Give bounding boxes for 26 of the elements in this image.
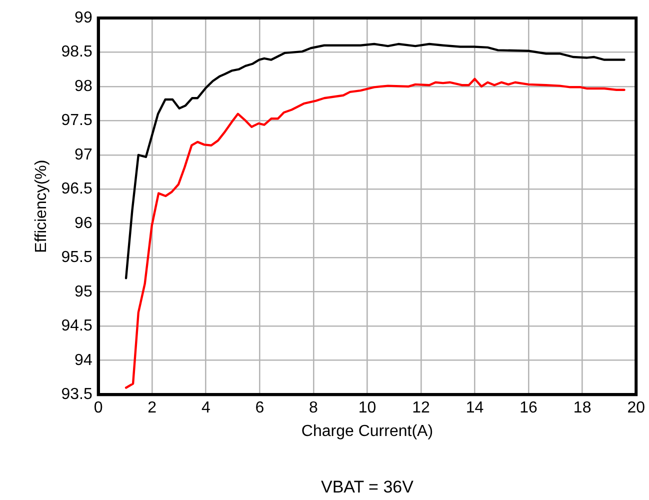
y-tick-label: 96.5	[61, 180, 92, 198]
y-tick-label: 95	[74, 283, 92, 300]
x-tick-label: 14	[466, 400, 484, 417]
y-tick-label: 95.5	[61, 249, 92, 266]
x-tick-label: 10	[358, 400, 376, 417]
x-tick-label: 18	[573, 400, 592, 417]
x-tick-label: 16	[520, 400, 538, 417]
y-tick-label: 97	[74, 146, 92, 164]
y-tick-label: 96	[74, 214, 92, 232]
x-tick-label: 6	[255, 400, 264, 417]
x-tick-label: 20	[627, 400, 646, 417]
text: VBAT = 36V	[320, 478, 414, 497]
y-tick-label: 94	[74, 352, 92, 369]
x-axis-title: Charge Current(A)	[301, 422, 434, 440]
y-tick-label: 99	[74, 9, 92, 26]
x-tick-label: 4	[201, 400, 210, 417]
y-tick-label: 97.5	[61, 112, 92, 130]
y-tick-label: 98	[74, 78, 92, 95]
y-axis-title: Efficiency(%)	[33, 160, 50, 253]
y-tick-label: 94.5	[61, 318, 92, 335]
y-tick-label: 98.5	[61, 44, 92, 61]
x-tick-label: 0	[94, 400, 103, 417]
x-tick-label: 12	[412, 400, 430, 417]
x-tick-label: 2	[148, 400, 157, 417]
y-tick-label: 93.5	[61, 386, 92, 404]
x-tick-label: 8	[308, 400, 318, 417]
